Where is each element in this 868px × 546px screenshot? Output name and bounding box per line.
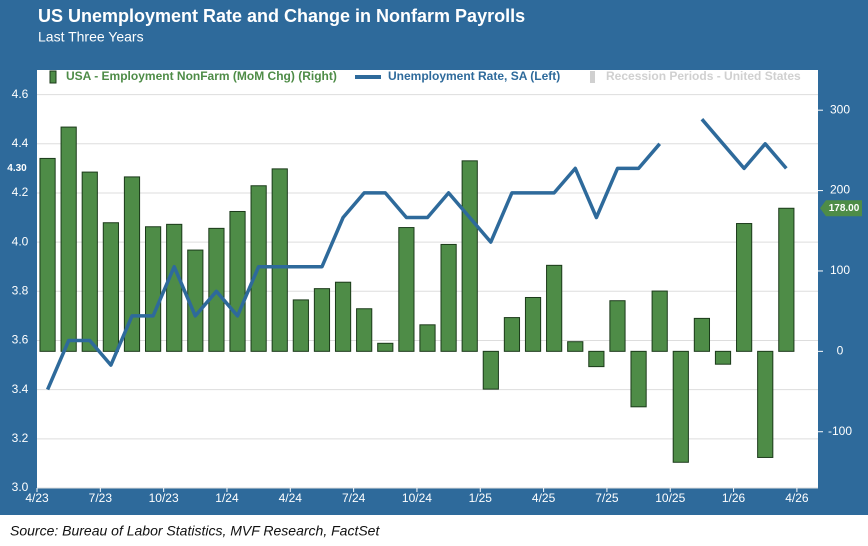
x-tick-label: 7/24 [342,491,366,505]
bar [757,350,774,458]
chart-title: US Unemployment Rate and Change in Nonfa… [38,6,525,26]
x-tick-label: 10/24 [402,491,432,505]
y-tick-label: 3.8 [12,283,29,297]
bar [461,160,478,352]
bar [123,176,141,352]
x-tick-label: 7/23 [89,491,113,505]
y-tick-label: 3.4 [12,382,29,396]
bar [440,243,457,352]
bar [482,350,499,390]
bar [503,317,521,352]
bar [672,350,689,463]
bar [144,226,162,352]
x-tick-label: 4/25 [532,491,556,505]
legend-label: Recession Periods - United States [606,69,801,83]
bar [567,341,584,352]
bar [356,308,373,352]
line [45,118,788,391]
bar [651,290,668,352]
x-tick-label: 4/24 [279,491,303,505]
x-tick-label: 10/25 [655,491,685,505]
y2-tick-label: 0 [837,344,844,358]
bar [714,350,732,365]
y-tick-label: 3.0 [12,480,29,494]
bar [588,350,605,368]
y-tick-label: 4.6 [12,87,29,101]
bar [398,227,415,352]
y-tick-label: 4.0 [12,234,29,248]
legend-marker [590,71,595,83]
legend-label: Unemployment Rate, SA (Left) [388,69,560,83]
bar [630,350,647,408]
y-tick-label: 3.2 [12,431,29,445]
bar [229,210,246,352]
x-tick-label: 10/23 [149,491,179,505]
bar [693,317,711,352]
bar [546,264,563,352]
legend-label: USA - Employment NonFarm (MoM Chg) (Righ… [66,69,337,83]
x-tick-label: 4/26 [785,491,809,505]
y-tick-label: 4.4 [12,136,29,150]
bar [419,324,436,352]
chart-subtitle: Last Three Years [38,29,144,45]
bar [524,296,542,352]
y2-tick-label: 200 [830,183,850,197]
bar [102,222,119,352]
y2-tick-label: 100 [830,263,850,277]
y2-tick-label: -100 [828,424,852,438]
bar [334,281,352,352]
x-tick-label: 1/26 [722,491,746,505]
bar [166,223,183,352]
value-tag: 178.00 [829,203,860,214]
bar [39,157,56,352]
bar [736,223,753,352]
x-tick-label: 7/25 [595,491,619,505]
source: Source: Bureau of Labor Statistics, MVF … [10,523,380,539]
bar [271,168,288,352]
legend-marker [49,70,57,84]
x-tick-label: 4/23 [25,491,49,505]
bar [313,288,331,352]
y2-tick-label: 300 [830,102,850,116]
bar [377,342,394,352]
bar [778,207,795,352]
bar [292,299,309,352]
x-tick-label: 1/24 [215,491,239,505]
y-tick-label: 4.2 [12,185,29,199]
bar [609,300,626,352]
value-tag: 4.30 [7,163,27,174]
bar [60,126,77,352]
value-tag-bg [820,200,862,217]
y-tick-label: 3.6 [12,333,29,347]
x-tick-label: 1/25 [469,491,493,505]
bar [81,171,98,352]
